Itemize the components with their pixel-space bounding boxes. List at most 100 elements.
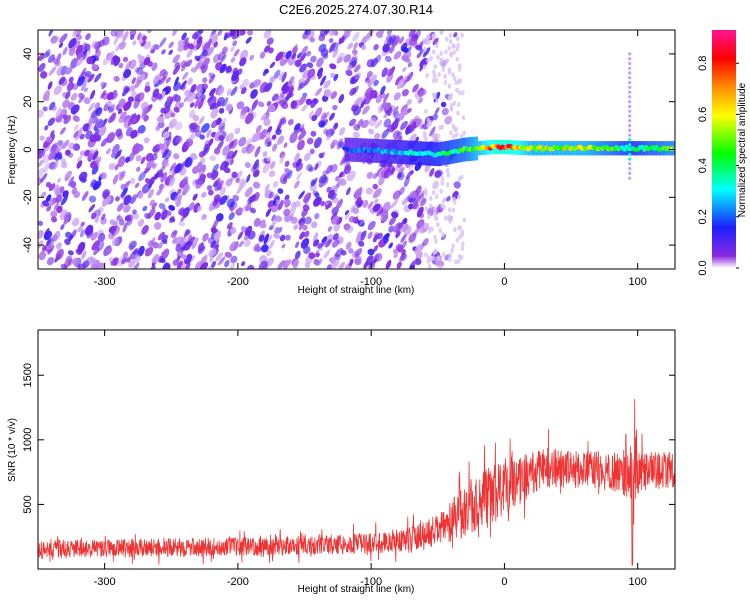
spectrogram-noise-blob bbox=[230, 86, 238, 96]
spectrogram-noise-blob bbox=[313, 196, 322, 207]
spectrogram-noise-blob bbox=[346, 225, 354, 234]
spectrogram-noise-blob bbox=[378, 175, 385, 186]
spectrogram-noise-blob bbox=[417, 97, 424, 104]
spectrogram-noise-blob bbox=[162, 262, 171, 269]
spectrogram-noise-blob bbox=[168, 49, 173, 55]
snr-y-tick-label: 500 bbox=[22, 495, 34, 513]
spectrogram-noise-blob bbox=[219, 126, 226, 134]
spectrogram-noise-blob bbox=[110, 30, 118, 37]
spectrogram-noise-blob bbox=[80, 82, 87, 92]
snr-x-tick-label: -200 bbox=[227, 576, 249, 588]
spectrogram-noise-blob bbox=[449, 106, 454, 112]
spectrogram-noise-blob bbox=[309, 148, 315, 155]
spectrogram-noise-blob bbox=[406, 71, 414, 82]
spectrogram-noise-blob bbox=[88, 124, 94, 131]
spectrogram-noise-blob bbox=[223, 34, 228, 41]
snr-frame bbox=[37, 329, 676, 570]
spectrogram-noise-blob bbox=[429, 195, 433, 201]
spectrogram-noise-blob bbox=[303, 230, 310, 238]
spectrogram-noise-blob bbox=[349, 87, 357, 96]
spectrogram-noise-blob bbox=[159, 69, 167, 77]
spectrogram-noise-blob bbox=[278, 99, 286, 107]
spectrogram-noise-blob bbox=[372, 234, 379, 243]
spectrogram-noise-blob bbox=[400, 124, 405, 131]
spectrogram-noise-blob bbox=[333, 122, 339, 130]
spectrogram-noise-blob bbox=[195, 180, 204, 189]
spectrogram-noise-blob bbox=[452, 49, 457, 55]
spectrogram-noise-blob bbox=[206, 185, 213, 191]
spectrogram-noise-blob bbox=[54, 59, 61, 67]
spectrogram-noise-blob bbox=[451, 43, 456, 49]
spectrogram-noise-blob bbox=[123, 194, 132, 206]
spectrogram-noise-blob bbox=[223, 167, 231, 174]
spectrogram-noise-blob bbox=[268, 191, 274, 199]
spectrogram-noise-blob bbox=[226, 88, 232, 96]
spectrogram-noise-blob bbox=[268, 239, 275, 250]
spectrogram-noise-blob bbox=[173, 106, 180, 113]
snr-x-tick-label: 100 bbox=[629, 576, 647, 588]
spectrogram-noise-blob bbox=[285, 50, 292, 60]
spectrogram-noise-blob bbox=[326, 264, 333, 269]
spectrogram-noise-blob bbox=[160, 257, 166, 264]
spectrogram-noise-blob bbox=[395, 75, 404, 86]
spectrogram-noise-blob bbox=[332, 104, 338, 111]
spectrogram-artefact-point bbox=[628, 71, 632, 75]
spectrogram-noise-blob bbox=[212, 198, 219, 207]
spectrogram-noise-blob bbox=[175, 135, 183, 144]
spectrogram-noise-blob bbox=[70, 104, 80, 115]
spectrogram-noise-blob bbox=[318, 174, 328, 185]
spectrogram-noise-blob bbox=[298, 95, 307, 106]
spectrogram-x-tick-label: -300 bbox=[94, 276, 116, 288]
spectrogram-noise-blob bbox=[433, 184, 438, 190]
spectrogram-noise-blob bbox=[67, 258, 72, 268]
spectrogram-noise-blob bbox=[456, 110, 460, 116]
spectrogram-noise-blob bbox=[55, 248, 64, 261]
spectrogram-noise-blob bbox=[129, 85, 136, 92]
spectrogram-noise-blob bbox=[298, 221, 304, 231]
spectrogram-noise-blob bbox=[233, 48, 240, 57]
spectrogram-artefact-point bbox=[628, 162, 632, 166]
spectrogram-noise-blob bbox=[45, 136, 53, 143]
spectrogram-noise-blob bbox=[164, 197, 170, 203]
spectrogram-noise-blob bbox=[174, 121, 183, 130]
spectrogram-noise-blob bbox=[145, 152, 154, 162]
spectrogram-noise-blob bbox=[76, 57, 84, 67]
spectrogram-noise-blob bbox=[194, 261, 204, 269]
spectrogram-noise-blob bbox=[279, 154, 285, 164]
spectrogram-noise-blob bbox=[457, 79, 461, 85]
spectrogram-noise-blob bbox=[439, 57, 444, 63]
spectrogram-noise-blob bbox=[132, 248, 139, 255]
snr-plot-area bbox=[38, 330, 675, 569]
spectrogram-artefact-point bbox=[628, 76, 632, 80]
spectrogram-noise-blob bbox=[173, 153, 180, 160]
spectrogram-noise-blob bbox=[281, 71, 287, 83]
spectrogram-noise-blob bbox=[56, 143, 63, 153]
spectrogram-noise-blob bbox=[443, 215, 448, 221]
spectrogram-y-tick-label: -20 bbox=[22, 189, 34, 205]
spectrogram-noise-blob bbox=[38, 220, 44, 226]
spectrogram-noise-blob bbox=[83, 87, 89, 93]
spectrogram-noise-blob bbox=[138, 191, 144, 199]
spectrogram-noise-blob bbox=[367, 201, 374, 210]
spectrogram-noise-blob bbox=[48, 183, 56, 192]
spectrogram-noise-blob bbox=[209, 87, 216, 97]
spectrogram-noise-blob bbox=[42, 153, 50, 164]
spectrogram-noise-blob bbox=[92, 132, 100, 143]
spectrogram-noise-blob bbox=[320, 30, 329, 37]
snr-y-label: SNR (10 * v/v) bbox=[7, 418, 18, 482]
spectrogram-noise-blob bbox=[338, 37, 345, 44]
spectrogram-noise-blob bbox=[219, 195, 228, 205]
spectrogram-noise-blob bbox=[458, 63, 462, 69]
spectrogram-noise-blob bbox=[122, 56, 129, 63]
colorbar-tick-label: 0.8 bbox=[697, 56, 709, 71]
spectrogram-noise-blob bbox=[168, 204, 176, 211]
spectrogram-noise-blob bbox=[396, 245, 404, 253]
spectrogram-noise-blob bbox=[307, 68, 316, 79]
spectrogram-noise-blob bbox=[287, 170, 293, 179]
spectrogram-noise-blob bbox=[337, 141, 345, 149]
spectrogram-noise-blob bbox=[53, 202, 59, 211]
spectrogram-noise-blob bbox=[152, 255, 160, 264]
spectrogram-noise-blob bbox=[433, 234, 437, 240]
spectrogram-noise-blob bbox=[360, 98, 366, 109]
spectrogram-noise-blob bbox=[66, 81, 74, 92]
